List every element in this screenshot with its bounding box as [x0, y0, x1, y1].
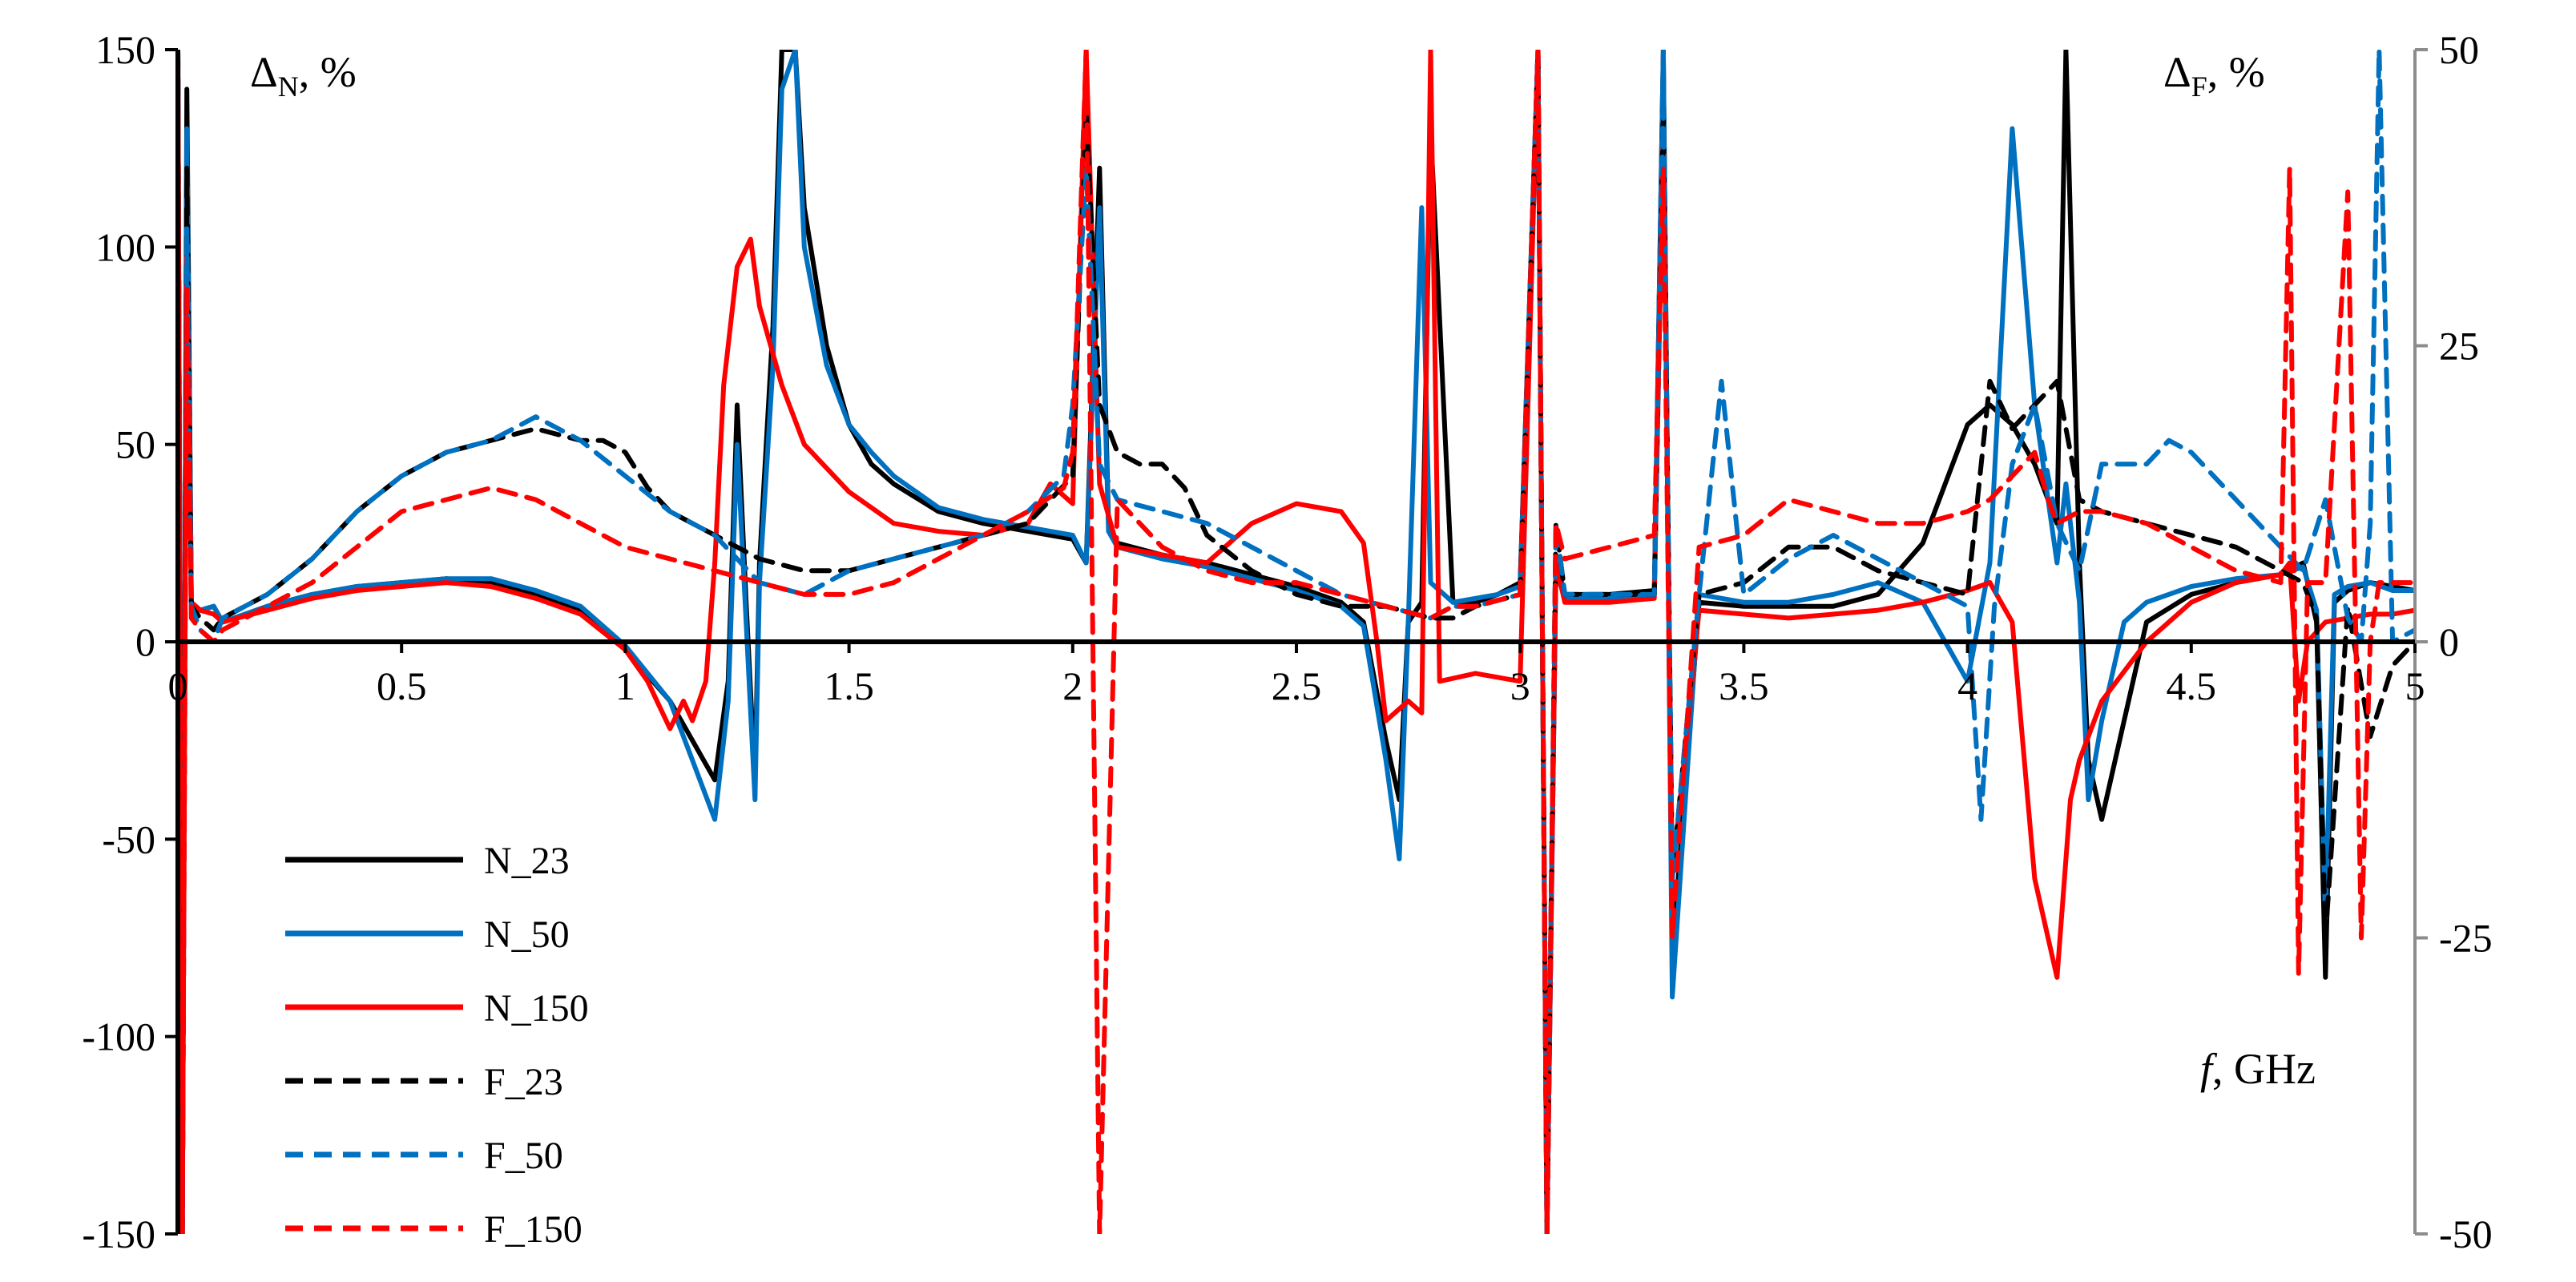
y-left-tick-label: 100	[95, 224, 155, 269]
x-tick-label: 2.5	[1272, 663, 1322, 708]
y-left-tick-label: -100	[82, 1014, 155, 1059]
left-axis-title-rest: , %	[299, 48, 357, 96]
legend-label-f-50: F_50	[484, 1135, 563, 1177]
y-left-tick-label: 0	[135, 619, 155, 664]
legend-label-f-150: F_150	[484, 1208, 583, 1251]
x-tick-label: 1.5	[824, 663, 874, 708]
y-right-tick-label: -25	[2439, 916, 2493, 961]
series-line-f-50	[178, 50, 2415, 1234]
y-left-tick-label: -150	[82, 1211, 155, 1256]
legend-label-n-23: N_23	[484, 840, 570, 882]
y-left-tick-label: 50	[115, 422, 155, 467]
legend-label-n-150: N_150	[484, 987, 589, 1030]
right-axis-title-main: Δ	[2163, 48, 2191, 96]
series-line-n-150	[178, 50, 2415, 1234]
x-tick-label: 3	[1510, 663, 1530, 708]
right-axis-title: ΔF, %	[2163, 48, 2265, 103]
x-tick-label: 4.5	[2167, 663, 2217, 708]
y-right-tick-label: 25	[2439, 324, 2479, 369]
right-axis-title-sub: F	[2191, 71, 2207, 103]
right-axis-title-rest: , %	[2207, 48, 2265, 96]
ticks-layer: 0 0.5 1 1.5 2 2.5 3 3.5 4 4.5 5 150 100 50 0 -50 -100 -15…	[82, 27, 2492, 1256]
x-tick-label: 3.5	[1719, 663, 1769, 708]
legend-label-n-50: N_50	[484, 913, 570, 956]
series-line-n-50	[178, 50, 2415, 1234]
x-axis-title: f, GHz	[2200, 1045, 2316, 1093]
y-right-tick-label: 50	[2439, 27, 2479, 72]
left-axis-title-sub: N	[278, 71, 299, 103]
y-left-tick-label: -50	[102, 816, 155, 861]
x-tick-label: 4	[1957, 663, 1977, 708]
left-axis-title: ΔN, %	[250, 48, 357, 103]
x-tick-label: 2	[1062, 663, 1082, 708]
series-line-f-150	[178, 50, 2415, 1234]
x-tick-label: 5	[2405, 663, 2425, 708]
legend: N_23 N_50 N_150 F_23 F_50 F_150	[285, 840, 589, 1251]
legend-label-f-23: F_23	[484, 1061, 563, 1103]
x-tick-label: 1	[615, 663, 635, 708]
series-layer	[178, 50, 2415, 1234]
y-right-tick-label: -50	[2439, 1211, 2493, 1256]
series-line-f-23	[178, 50, 2415, 1234]
y-right-tick-label: 0	[2439, 619, 2459, 664]
x-tick-label: 0	[168, 663, 188, 708]
x-axis-title-rest: , GHz	[2212, 1045, 2316, 1093]
y-left-tick-label: 150	[95, 27, 155, 72]
x-tick-label: 0.5	[377, 663, 427, 708]
left-axis-title-main: Δ	[250, 48, 278, 96]
